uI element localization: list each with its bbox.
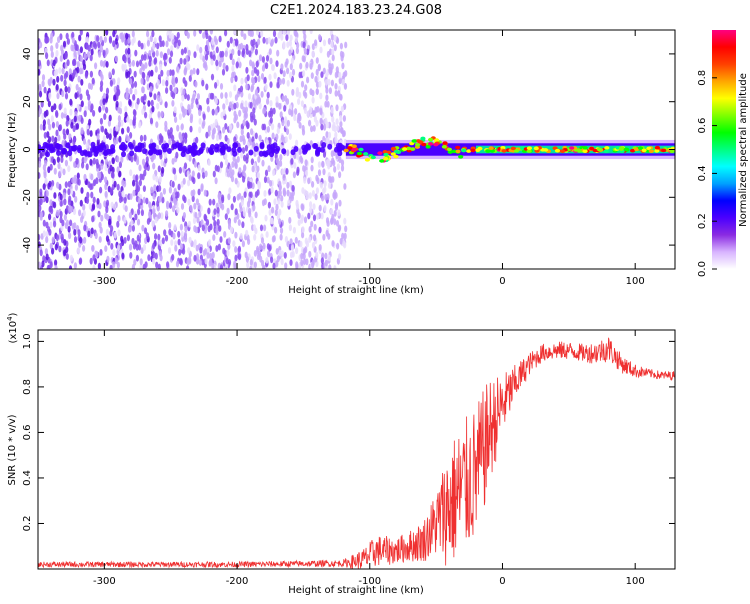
heatmap-cells [38, 30, 675, 269]
y-tick-label: 20 [22, 95, 33, 108]
snr-scale-label: (x104) [6, 312, 19, 343]
snr-y-axis-label: SNR (10 * v/v) [7, 414, 18, 485]
y-tick-label: 40 [22, 48, 33, 61]
x-tick-label: -300 [93, 276, 116, 287]
x-tick-label: -200 [226, 576, 249, 587]
colorbar-tick-label: 0.8 [697, 70, 708, 86]
figure-title: C2E1.2024.183.23.24.G08 [270, 3, 442, 18]
x-tick-label: 0 [499, 576, 505, 587]
snr-scale-label-exp: 4 [6, 316, 14, 321]
x-tick-label: -100 [358, 576, 381, 587]
colorbar-gradient [712, 30, 736, 269]
y-tick-label: 0.2 [22, 516, 33, 532]
colorbar-ticks: 0.0 0.2 0.4 0.6 0.8 [697, 70, 717, 277]
snr-scale-label-close: ) [8, 312, 19, 316]
colorbar-tick-label: 0.0 [697, 261, 708, 277]
snr-ticks: -300 -200 -100 0 100 0.2 0.4 0.6 0.8 1.0 [22, 330, 675, 587]
svg-text:(x104): (x104) [6, 312, 19, 343]
snr-plot: -300 -200 -100 0 100 0.2 0.4 0.6 0.8 1.0 Height o… [6, 312, 676, 596]
y-tick-label: 0.4 [22, 470, 33, 486]
colorbar-tick-label: 0.2 [697, 213, 708, 229]
x-tick-label: -300 [93, 576, 116, 587]
colorbar: 0.0 0.2 0.4 0.6 0.8 Normalized spectral ampl… [697, 30, 749, 277]
y-tick-label: 0.6 [22, 424, 33, 440]
x-tick-label: 100 [626, 576, 645, 587]
y-tick-label: -20 [22, 189, 33, 205]
x-tick-label: -100 [358, 276, 381, 287]
heatmap-x-axis-label: Height of straight line (km) [288, 285, 424, 296]
colorbar-tick-label: 0.6 [697, 118, 708, 134]
colorbar-tick-label: 0.4 [697, 165, 708, 181]
heatmap-y-axis-label: Frequency (Hz) [7, 112, 18, 188]
colorbar-label: Normalized spectral amplitude [738, 73, 749, 227]
snr-series-line [38, 337, 675, 569]
y-tick-label: 1.0 [22, 333, 33, 349]
y-tick-label: -40 [22, 237, 33, 253]
x-tick-label: -200 [226, 276, 249, 287]
x-tick-label: 100 [626, 276, 645, 287]
y-tick-label: 0 [22, 146, 33, 152]
y-tick-label: 0.8 [22, 379, 33, 395]
snr-frame [37, 329, 676, 570]
x-tick-label: 0 [499, 276, 505, 287]
snr-scale-label-base: (x10 [8, 321, 19, 344]
snr-x-axis-label: Height of straight line (km) [288, 585, 424, 596]
